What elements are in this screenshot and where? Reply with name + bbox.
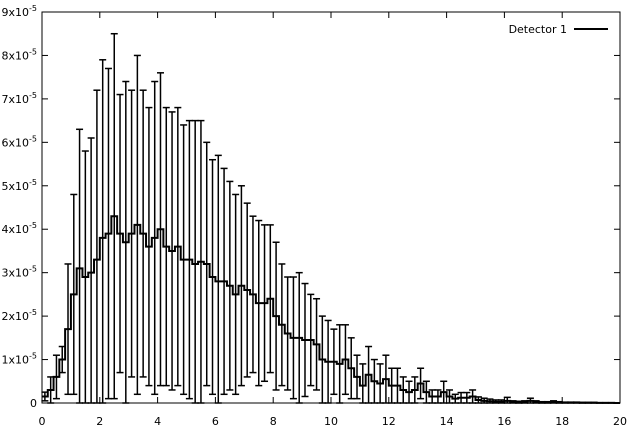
- x-tick-label: 14: [440, 415, 454, 428]
- y-tick-label-exponent: -5: [29, 47, 37, 56]
- y-tick-label-exponent: -5: [29, 134, 37, 143]
- y-tick-label: 0: [30, 397, 37, 410]
- legend-label-detector-1: Detector 1: [509, 23, 567, 36]
- y-tick-label-base: 6x10: [2, 136, 30, 149]
- y-tick-label-exponent: -5: [29, 308, 37, 317]
- plot-frame: [41, 11, 621, 404]
- x-tick-label: 4: [154, 415, 161, 428]
- y-tick-label-base: 7x10: [2, 93, 30, 106]
- y-tick-label-base: 1x10: [2, 354, 30, 367]
- x-tick-label: 12: [382, 415, 396, 428]
- x-tick-label: 0: [39, 415, 46, 428]
- x-tick-label: 2: [96, 415, 103, 428]
- y-tick-label-base: 2x10: [2, 310, 30, 323]
- y-tick-label-base: 0: [30, 397, 37, 410]
- y-tick-label-base: 8x10: [2, 49, 30, 62]
- y-tick-label-exponent: -5: [29, 91, 37, 100]
- y-tick-label: 1x10-5: [2, 352, 38, 367]
- y-tick-label: 6x10-5: [2, 134, 38, 149]
- y-tick-label: 4x10-5: [2, 221, 38, 236]
- y-tick-label-exponent: -5: [29, 221, 37, 230]
- x-tick-label: 16: [497, 415, 511, 428]
- y-tick-label-base: 5x10: [2, 180, 30, 193]
- x-tick-label: 18: [555, 415, 569, 428]
- y-tick-label-base: 3x10: [2, 267, 30, 280]
- legend: Detector 1: [509, 23, 608, 36]
- y-tick-label-base: 4x10: [2, 223, 30, 236]
- y-axis: 01x10-52x10-53x10-54x10-55x10-56x10-57x1…: [2, 4, 620, 410]
- y-tick-label: 3x10-5: [2, 265, 38, 280]
- y-tick-label-exponent: -5: [29, 352, 37, 361]
- x-tick-label: 8: [270, 415, 277, 428]
- y-tick-label: 5x10-5: [2, 178, 38, 193]
- y-tick-label: 7x10-5: [2, 91, 38, 106]
- y-tick-label-exponent: -5: [29, 178, 37, 187]
- x-tick-label: 6: [212, 415, 219, 428]
- y-tick-label: 2x10-5: [2, 308, 38, 323]
- series-line-detector-1: [42, 215, 620, 404]
- y-tick-label: 8x10-5: [2, 47, 38, 62]
- y-tick-label-exponent: -5: [29, 265, 37, 274]
- x-tick-label: 10: [324, 415, 338, 428]
- error-bars: [41, 32, 615, 404]
- y-tick-label: 9x10-5: [2, 4, 38, 19]
- x-tick-label: 20: [613, 415, 627, 428]
- x-axis: 0 2 4 6 8 10 12 14 16 18 20: [39, 12, 627, 428]
- y-tick-label-base: 9x10: [2, 6, 30, 19]
- y-tick-label-exponent: -5: [29, 4, 37, 13]
